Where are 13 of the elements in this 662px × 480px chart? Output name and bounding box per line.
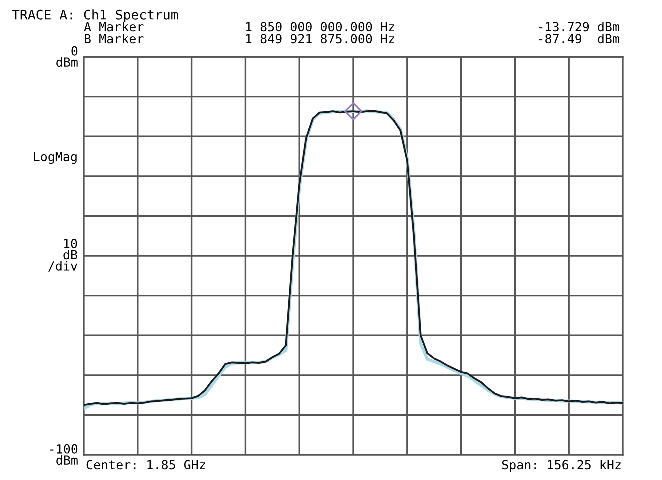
text: B Marker [85, 34, 144, 44]
text: -13.729 dBm [539, 22, 620, 32]
text: 1 849 921 875.000 Hz [246, 34, 394, 44]
text: LogMag [34, 152, 77, 164]
chart-title: TRACE A: Ch1 Spectrum [12, 10, 178, 22]
y-tick-label: 0 dBm [56, 46, 78, 68]
y-axis-title: 10 dB /div [48, 238, 78, 272]
text: Center: 1.85 GHz [86, 460, 206, 470]
text: -87.49 dBm [539, 34, 620, 44]
text: 1 850 000 000.000 Hz [246, 22, 394, 32]
y-tick-label: -100 dBm [50, 444, 78, 466]
text: A Marker [84, 22, 144, 32]
text: Span: 156.25 kHz [502, 460, 621, 472]
